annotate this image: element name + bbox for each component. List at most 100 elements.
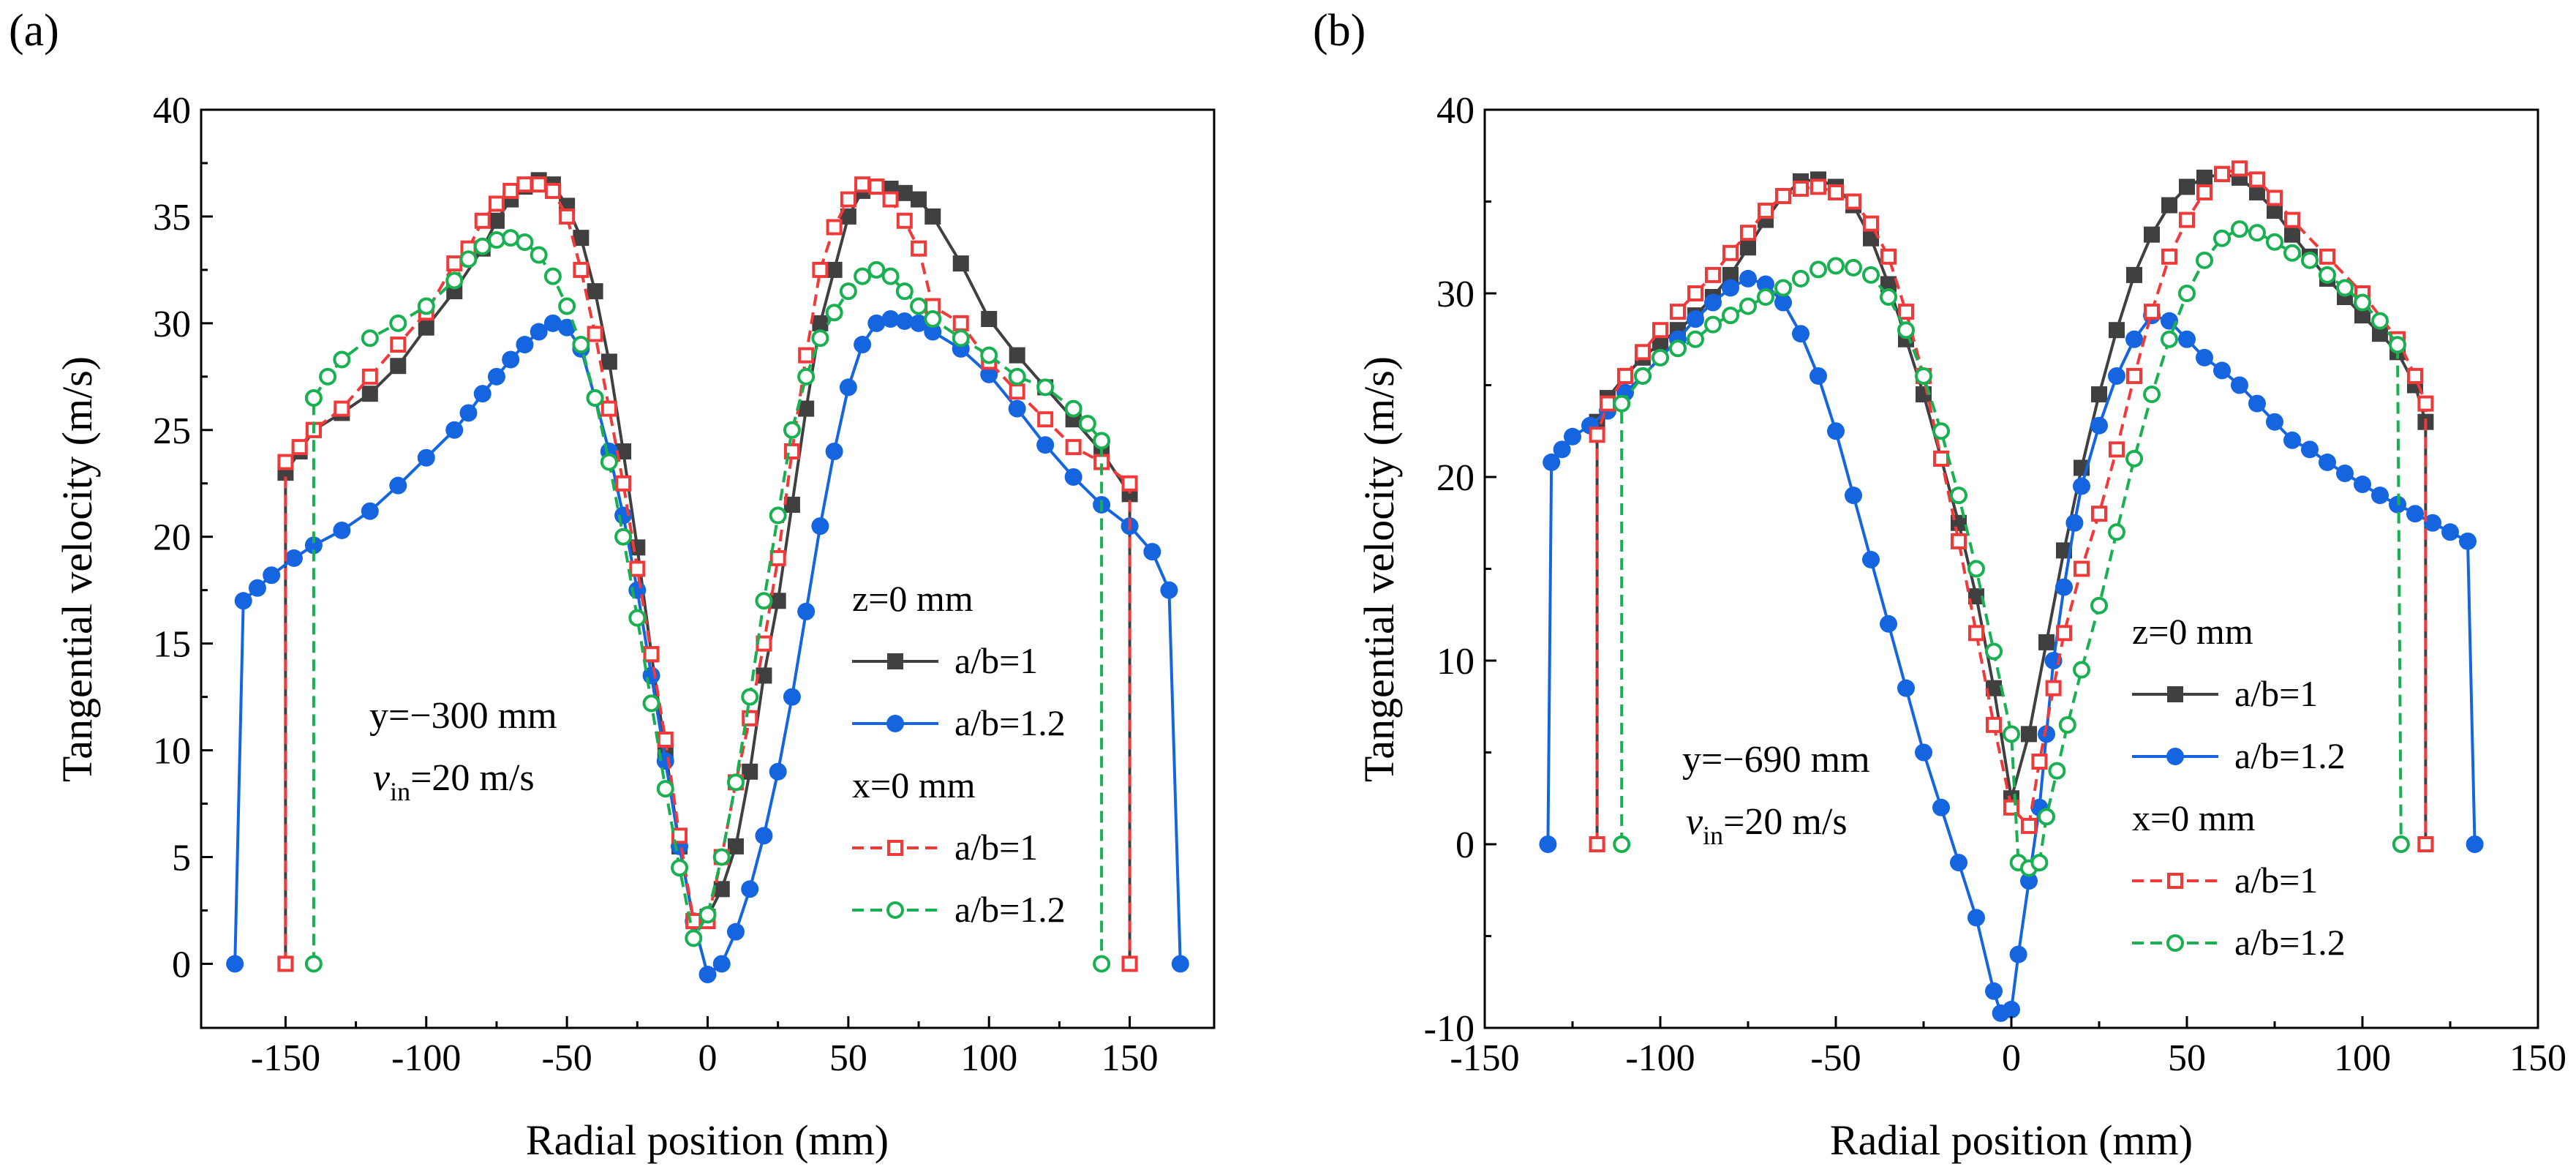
panel-label-b: (b) bbox=[1313, 6, 1366, 56]
data-point bbox=[530, 323, 548, 341]
data-point bbox=[1740, 239, 1756, 256]
data-point bbox=[459, 404, 478, 422]
data-point bbox=[2459, 532, 2477, 550]
series-layer-b bbox=[1539, 160, 2484, 1022]
data-point bbox=[1968, 588, 1984, 605]
data-point-edge bbox=[1121, 955, 1138, 972]
data-point bbox=[361, 368, 378, 385]
data-point bbox=[825, 442, 843, 460]
data-point bbox=[854, 336, 872, 354]
data-point bbox=[1093, 432, 1111, 450]
data-point bbox=[741, 688, 759, 706]
data-point bbox=[1652, 348, 1669, 367]
data-point bbox=[2231, 376, 2248, 394]
x-axis-title-a: Radial position (mm) bbox=[526, 1116, 889, 1164]
data-point bbox=[1828, 184, 1844, 200]
x-tick-label: 150 bbox=[1101, 1037, 1159, 1079]
data-point bbox=[2213, 361, 2231, 380]
data-point bbox=[530, 246, 548, 264]
data-point bbox=[2417, 395, 2434, 412]
data-point bbox=[2090, 596, 2108, 615]
data-point bbox=[924, 208, 941, 225]
data-point bbox=[1880, 288, 1897, 307]
data-point bbox=[2196, 251, 2213, 269]
data-point bbox=[980, 365, 998, 383]
data-point bbox=[390, 358, 407, 375]
data-point bbox=[614, 527, 633, 546]
legend-label-b-x1: a/b=1 bbox=[2234, 860, 2318, 901]
x-tick-label: -50 bbox=[1810, 1037, 1861, 1079]
data-point-edge bbox=[1171, 955, 1189, 973]
data-point bbox=[783, 421, 801, 439]
data-point bbox=[389, 476, 407, 495]
data-point bbox=[755, 592, 773, 610]
data-point bbox=[2214, 165, 2230, 182]
data-point bbox=[712, 955, 731, 973]
data-point bbox=[2021, 817, 2037, 834]
data-point bbox=[741, 880, 759, 898]
data-point bbox=[2389, 336, 2406, 354]
chart-panel-a: (a) -150 -100 -50 0 50 100 150 0 5 10 15 20 25 30 35 40… bbox=[9, 6, 1216, 1164]
data-point bbox=[586, 389, 604, 407]
legend-marker bbox=[886, 715, 904, 732]
data-point bbox=[1757, 275, 1774, 293]
data-point bbox=[587, 283, 603, 300]
data-point bbox=[2301, 251, 2319, 269]
data-point bbox=[826, 261, 843, 278]
data-point bbox=[234, 592, 252, 610]
data-point bbox=[2038, 808, 2055, 826]
data-point bbox=[263, 566, 281, 585]
data-point bbox=[2108, 523, 2125, 541]
data-point bbox=[2319, 266, 2336, 284]
plot-frame-b bbox=[1483, 108, 2539, 1029]
data-point bbox=[473, 385, 492, 403]
data-point bbox=[1705, 266, 1721, 283]
data-point bbox=[572, 336, 590, 354]
data-point bbox=[291, 439, 308, 456]
data-point bbox=[1827, 422, 1845, 440]
data-point bbox=[2048, 762, 2066, 780]
data-point bbox=[2283, 244, 2301, 262]
data-point bbox=[2319, 453, 2336, 471]
data-point bbox=[1143, 543, 1161, 561]
data-point bbox=[2248, 394, 2266, 413]
data-point bbox=[2354, 293, 2371, 312]
data-point bbox=[2091, 386, 2107, 403]
data-point bbox=[418, 319, 434, 336]
data-point bbox=[2144, 226, 2160, 243]
data-point bbox=[1722, 307, 1739, 325]
legend-b: z=0 mm a/b=1 a/b=1.2 x=0 mm a/b=1 a/b=1.… bbox=[2132, 611, 2346, 963]
legend-label-b-x12: a/b=1.2 bbox=[2234, 922, 2346, 963]
data-point bbox=[952, 255, 969, 272]
data-point bbox=[1652, 334, 1668, 351]
data-point-edge bbox=[304, 955, 323, 973]
data-point bbox=[304, 536, 323, 555]
x-tick-label: 100 bbox=[960, 1037, 1017, 1079]
data-point bbox=[2266, 413, 2283, 431]
data-point bbox=[2055, 578, 2073, 596]
data-point-edge bbox=[2417, 836, 2434, 852]
data-point bbox=[2161, 330, 2178, 348]
data-point bbox=[726, 773, 745, 792]
data-point bbox=[1543, 453, 1561, 471]
data-point bbox=[783, 688, 801, 706]
annotation-line1-b: y=−690 mm bbox=[1682, 739, 1870, 781]
legend-title-a-x: x=0 mm bbox=[852, 765, 976, 805]
x-tick-label: -100 bbox=[1625, 1037, 1695, 1079]
data-point bbox=[2336, 279, 2354, 297]
data-point bbox=[698, 966, 717, 984]
data-point bbox=[881, 267, 900, 285]
data-point bbox=[881, 310, 900, 328]
data-point bbox=[2065, 514, 2084, 532]
data-point bbox=[1880, 615, 1897, 633]
ticks-a: -150 -100 -50 0 50 100 150 0 5 10 15 20 25 30 35 40 bbox=[153, 90, 1159, 1079]
series-x0mm-ab12 bbox=[1613, 220, 2410, 877]
data-point bbox=[812, 315, 829, 331]
data-point bbox=[361, 502, 379, 520]
data-point bbox=[727, 838, 744, 854]
data-point bbox=[1967, 560, 1985, 578]
data-point bbox=[2038, 725, 2055, 743]
x-tick-label: -150 bbox=[1450, 1037, 1519, 1079]
data-point bbox=[1065, 439, 1082, 456]
